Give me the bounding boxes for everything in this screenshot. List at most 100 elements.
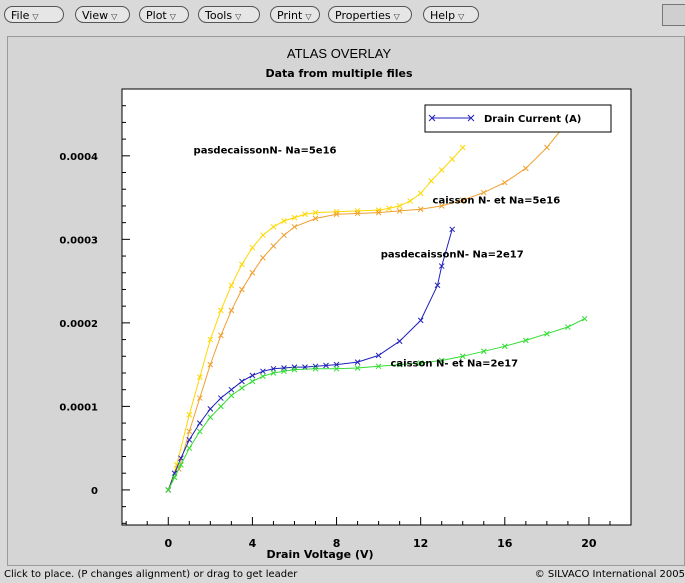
menu-label: File	[11, 9, 30, 22]
data-point	[281, 232, 287, 239]
data-point	[207, 406, 214, 412]
menu-tools[interactable]: Tools ▽	[198, 6, 260, 23]
series-0	[165, 144, 466, 493]
status-bar: Click to place. (P changes alignment) or…	[0, 566, 685, 583]
data-point	[239, 261, 245, 268]
y-tick-label: 0.0003	[59, 235, 98, 246]
plot-panel[interactable]: ATLAS OVERLAY Data from multiple files 0…	[7, 36, 685, 566]
chevron-down-icon: ▽	[111, 12, 118, 21]
data-point	[354, 365, 361, 371]
data-point	[459, 353, 466, 360]
legend: Drain Current (A)	[424, 104, 612, 133]
y-tick-label: 0	[91, 486, 98, 497]
data-point	[171, 474, 178, 481]
data-point	[302, 211, 308, 218]
y-axis: 0 0.0001 0.0002 0.0003 0.0004	[59, 105, 130, 524]
data-point	[333, 211, 340, 218]
copyright-text: © SILVACO International 2005	[534, 569, 685, 580]
data-point	[386, 205, 392, 212]
data-point	[239, 378, 245, 385]
data-point	[218, 403, 224, 410]
data-point	[375, 363, 382, 370]
data-point	[544, 330, 550, 337]
data-point	[196, 428, 203, 435]
data-point	[186, 445, 193, 452]
series-annotation: pasdecaissonN- Na=5e16	[194, 145, 337, 156]
series-annotation: pasdecaissonN- Na=2e17	[381, 250, 524, 261]
data-point	[291, 366, 298, 373]
data-point	[375, 209, 382, 216]
data-point	[333, 361, 340, 368]
data-point	[178, 462, 184, 468]
menu-label: Help	[430, 9, 456, 22]
data-point	[207, 336, 214, 343]
data-point	[228, 307, 235, 314]
data-point	[186, 436, 193, 443]
y-tick-label: 0.0004	[59, 152, 98, 163]
menu-properties[interactable]: Properties ▽	[328, 6, 412, 23]
data-point	[207, 361, 214, 368]
series-line	[167, 318, 585, 491]
data-point	[281, 368, 287, 375]
menu-label: Tools	[205, 9, 233, 22]
series-annotation: caisson N- et Na=5e16	[433, 195, 561, 206]
data-point	[354, 210, 361, 217]
corner-box[interactable]	[662, 4, 685, 26]
chevron-down-icon: ▽	[32, 12, 39, 21]
data-point	[260, 373, 266, 380]
data-point	[260, 254, 266, 261]
x-tick-label: 8	[333, 537, 341, 550]
series-line	[167, 126, 565, 491]
data-point	[291, 223, 298, 230]
menu-view[interactable]: View ▽	[75, 6, 130, 23]
menu-print[interactable]: Print ▽	[270, 6, 320, 23]
data-point	[449, 226, 456, 233]
series-annotation: caisson N- et Na=2e17	[390, 358, 518, 369]
data-point	[480, 189, 487, 196]
data-point	[249, 378, 256, 385]
data-point	[196, 374, 203, 381]
data-point	[354, 359, 361, 365]
x-axis-label: Drain Voltage (V)	[266, 548, 373, 561]
chart[interactable]: ATLAS OVERLAY Data from multiple files 0…	[8, 37, 684, 565]
chevron-down-icon: ▽	[169, 12, 176, 21]
data-point	[218, 332, 224, 339]
series-3	[165, 315, 588, 493]
menu-label: Print	[277, 9, 303, 22]
menu-bar: File ▽ View ▽ Plot ▽ Tools ▽ Print ▽ Properties ▽ He…	[0, 0, 685, 34]
menu-label: View	[82, 9, 109, 22]
data-point	[565, 324, 571, 330]
menu-plot[interactable]: Plot ▽	[139, 6, 189, 23]
data-point	[228, 392, 235, 399]
plot-area	[121, 88, 632, 526]
data-point	[228, 386, 235, 393]
chevron-down-icon: ▽	[235, 12, 242, 21]
data-point	[260, 232, 266, 239]
data-point	[354, 208, 361, 214]
data-point	[196, 395, 203, 401]
menu-label: Plot	[146, 9, 167, 22]
data-point	[249, 372, 256, 379]
data-point	[438, 167, 445, 173]
menu-help[interactable]: Help ▽	[423, 6, 479, 23]
data-point	[480, 348, 487, 355]
data-point	[434, 282, 441, 289]
data-point	[218, 307, 224, 314]
data-point	[186, 428, 193, 435]
data-point	[417, 206, 424, 213]
chart-title: ATLAS OVERLAY	[287, 46, 392, 61]
data-point	[396, 361, 403, 368]
data-point	[291, 214, 298, 221]
data-point	[270, 365, 277, 372]
data-point	[186, 411, 193, 418]
data-point	[396, 338, 403, 345]
menu-file[interactable]: File ▽	[4, 6, 64, 23]
data-point	[428, 178, 435, 184]
data-point	[407, 198, 414, 204]
data-point	[165, 487, 172, 493]
data-point	[438, 203, 445, 209]
chevron-down-icon: ▽	[305, 12, 312, 21]
data-point	[333, 208, 340, 215]
data-point	[218, 395, 224, 401]
data-point	[396, 208, 403, 214]
